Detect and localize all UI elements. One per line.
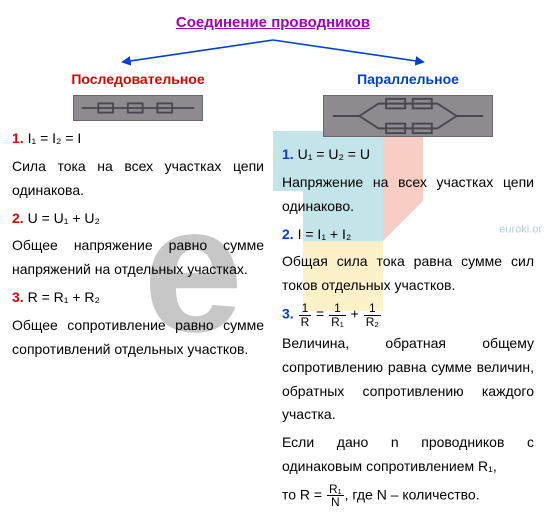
series-item-2-text: Общее напряжение равно сумме напряжений … bbox=[12, 234, 264, 282]
parallel-item-1-text: Напряжение на всех участках цепи одинако… bbox=[282, 171, 534, 219]
parallel-diagram bbox=[323, 95, 493, 137]
parallel-item-3-text: Величина, обратная общему сопротивлению … bbox=[282, 332, 534, 427]
parallel-extra-1: Если дано n проводников с одинаковым соп… bbox=[282, 431, 534, 479]
parallel-item-2-text: Общая сила тока равна сумме сил токов от… bbox=[282, 250, 534, 298]
parallel-column: Параллельное 1. U₁ = U₂ = U Напряжение н… bbox=[282, 68, 534, 513]
series-item-2-formula: 2. U = U₁ + U₂ bbox=[12, 207, 264, 231]
parallel-item-1-formula: 1. U₁ = U₂ = U bbox=[282, 143, 534, 167]
series-column: Последовательное 1. I₁ = I₂ = I Сила ток… bbox=[12, 68, 264, 513]
series-heading: Последовательное bbox=[12, 68, 264, 92]
branch-arrows bbox=[83, 38, 463, 66]
page-title: Соединение проводников bbox=[12, 10, 534, 36]
series-item-3-formula: 3. R = R₁ + R₂ bbox=[12, 286, 264, 310]
parallel-extra-2: то R = R₁N, где N – количество. bbox=[282, 483, 534, 509]
series-item-1-formula: 1. I₁ = I₂ = I bbox=[12, 127, 264, 151]
parallel-heading: Параллельное bbox=[282, 68, 534, 92]
series-diagram bbox=[73, 95, 203, 121]
parallel-item-3-formula: 3. 1R = 1R₁ + 1R₂ bbox=[282, 302, 534, 328]
series-item-3-text: Общее сопротивление равно сумме сопротив… bbox=[12, 314, 264, 362]
series-item-1-text: Сила тока на всех участках цепи одинаков… bbox=[12, 155, 264, 203]
parallel-item-2-formula: 2. I = I₁ + I₂ bbox=[282, 223, 534, 247]
